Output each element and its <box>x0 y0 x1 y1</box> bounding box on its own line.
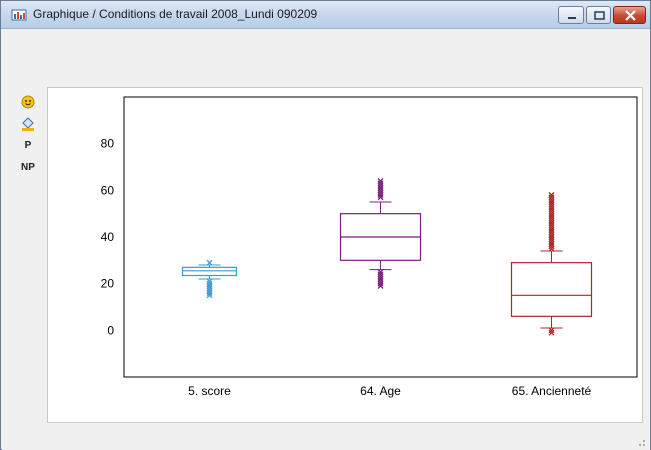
title-bar[interactable]: Graphique / Conditions de travail 2008_L… <box>1 1 650 29</box>
maximize-icon <box>594 11 605 20</box>
close-button[interactable] <box>613 6 646 24</box>
p-tool[interactable]: P <box>24 140 32 151</box>
outlier-mark <box>548 227 555 233</box>
y-tick-label: 40 <box>101 230 115 244</box>
y-tick-label: 80 <box>101 137 115 151</box>
outlier-mark <box>548 206 555 212</box>
outlier-mark <box>548 220 555 226</box>
paint-bucket-icon <box>22 117 34 131</box>
outlier-mark <box>377 269 384 275</box>
minimize-button[interactable] <box>558 6 584 24</box>
outlier-mark <box>548 222 555 229</box>
x-category-label: 64. Age <box>360 384 401 398</box>
toolbar-area <box>2 29 650 85</box>
outlier-mark <box>377 280 384 287</box>
outlier-mark <box>377 276 384 282</box>
paint-tool[interactable] <box>13 115 43 133</box>
outlier-mark <box>206 290 213 296</box>
outlier-mark <box>548 215 555 222</box>
outlier-mark <box>548 196 555 203</box>
outlier-mark <box>548 241 555 247</box>
outlier-mark <box>548 329 555 336</box>
chart-panel: 0 20 40 60 80 5. score 64. Age 65. Ancienneté <box>47 87 643 423</box>
y-tick-label: 60 <box>101 183 115 197</box>
outlier-mark <box>548 234 555 240</box>
side-toolbar: P NP <box>13 93 43 193</box>
window-title: Graphique / Conditions de travail 2008_L… <box>33 7 318 21</box>
outlier-mark <box>548 327 555 334</box>
outlier-mark <box>548 224 555 231</box>
maximize-button[interactable] <box>586 6 611 24</box>
outlier-mark <box>548 236 555 243</box>
smiley-icon <box>21 95 35 109</box>
outlier-mark <box>206 287 213 294</box>
outlier-mark <box>377 278 384 285</box>
outlier-mark <box>377 271 384 278</box>
outlier-mark <box>548 231 555 238</box>
outlier-mark <box>377 182 384 189</box>
np-tool[interactable]: NP <box>21 162 35 173</box>
outlier-mark <box>377 283 384 289</box>
x-category-label: 65. Ancienneté <box>512 384 592 398</box>
outlier-mark <box>548 203 555 210</box>
outlier-mark <box>377 185 384 191</box>
outlier-mark <box>548 208 555 215</box>
outlier-mark <box>548 229 555 236</box>
outlier-mark <box>206 283 213 289</box>
box <box>510 262 593 317</box>
outlier-mark <box>548 201 555 208</box>
y-tick-label: 20 <box>101 277 115 291</box>
outlier-mark <box>548 194 555 201</box>
outlier-mark <box>377 192 384 198</box>
resize-grip-icon[interactable] <box>636 437 646 447</box>
y-tick-label: 0 <box>107 323 114 337</box>
outlier-mark <box>548 238 555 245</box>
outlier-mark <box>548 217 555 224</box>
outlier-mark <box>377 187 384 194</box>
outlier-mark <box>548 210 555 217</box>
outlier-mark <box>548 213 555 219</box>
minimize-icon <box>568 17 576 19</box>
outlier-mark <box>206 292 213 299</box>
outlier-mark <box>548 243 555 250</box>
outlier-mark <box>377 194 384 201</box>
outlier-mark <box>206 280 213 287</box>
outlier-mark <box>206 285 213 292</box>
outlier-mark <box>206 278 213 285</box>
outlier-mark <box>377 189 384 196</box>
smiley-tool[interactable] <box>13 93 43 111</box>
outlier-mark <box>548 245 555 252</box>
app-icon <box>11 9 27 21</box>
outlier-mark <box>548 199 555 205</box>
close-icon <box>625 10 636 21</box>
outlier-mark <box>377 180 384 187</box>
outlier-mark <box>206 259 213 266</box>
outlier-mark <box>377 273 384 280</box>
outlier-mark <box>377 178 384 184</box>
x-category-label: 5. score <box>188 384 231 398</box>
boxplot-chart: 0 20 40 60 80 5. score 64. Age 65. Ancienneté <box>101 96 638 398</box>
status-bar <box>2 433 650 450</box>
outlier-mark <box>548 192 555 198</box>
